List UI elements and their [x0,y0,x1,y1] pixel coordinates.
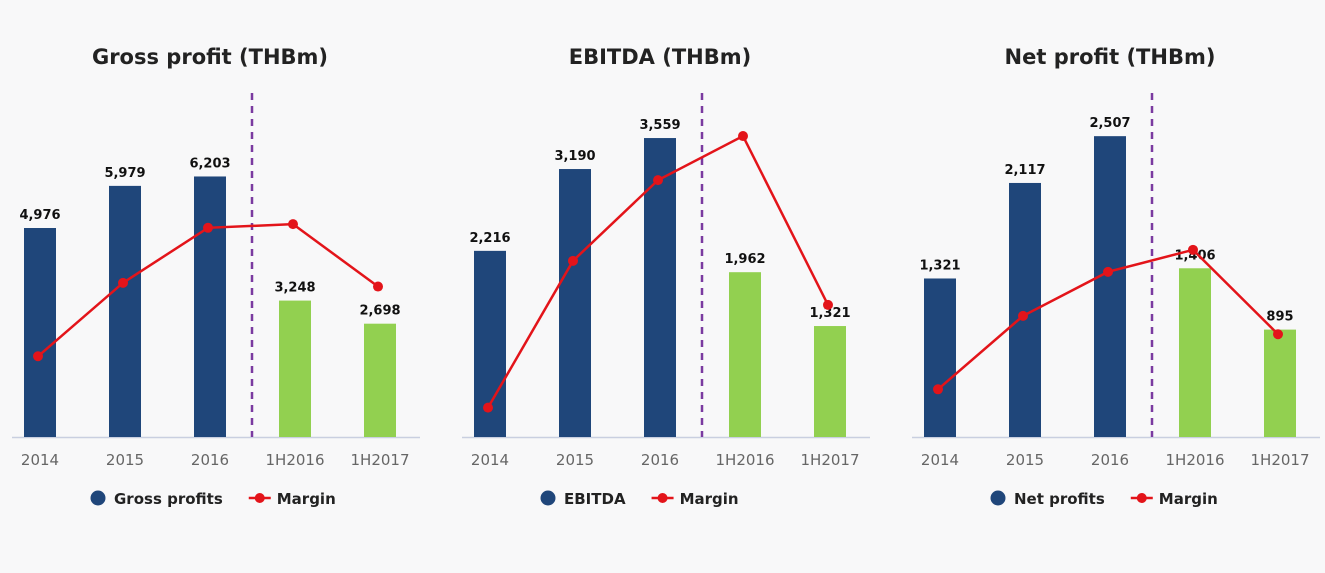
margin-point [118,277,128,288]
data-label: 5,979 [104,166,145,181]
data-label: 895 [1266,310,1293,325]
x-tick-label: 2014 [21,451,59,469]
margin-point [933,384,943,395]
margin-point [823,299,833,310]
data-label: 3,248 [274,281,315,296]
margin-point [288,219,298,230]
x-tick-label: 1H2016 [1166,451,1225,469]
data-label: 2,507 [1089,116,1130,131]
net-profit-chart-svg: Net profit (THBm)1,3212,1172,5071,406895… [912,45,1320,508]
x-tick-label: 2014 [921,451,959,469]
bar-2015 [109,185,141,437]
bar-2016 [1094,136,1126,437]
margin-point [1018,310,1028,321]
bar-1H2016 [1179,268,1211,437]
margin-point [483,402,493,413]
data-label: 1,321 [919,258,960,273]
legend-bar-marker [540,490,556,506]
ebitda-chart-svg: EBITDA (THBm) 2,216 3,190 3,559 1,962 1,321 20… [462,45,870,508]
x-tick-label: 2016 [1091,451,1129,469]
margin-point [738,131,748,142]
legend-bar-label: Gross profits [114,490,223,508]
data-label: 1,321 [809,306,850,321]
data-label: 3,559 [639,118,680,133]
chart-title: Gross profit (THBm) [92,45,328,69]
x-tick-label: 1H2016 [266,451,325,469]
data-label: 6,203 [189,156,230,171]
bar-1H2017 [1264,329,1296,437]
net-profit-chart: Net profit (THBm) 1,321 2,117 2,507 1,406 895… [900,0,1325,573]
x-tick-label: 2015 [1006,451,1044,469]
bar-1H2017 [364,323,396,437]
legend-line-label: Margin [277,490,336,508]
gross-profit-chart: Gross profit (THBm) 4,976 5,979 6,203 3,248 2… [0,0,442,573]
data-label: 2,698 [359,304,400,319]
ebitda-chart: EBITDA (THBm) 2,216 3,190 3,559 1,962 1,321 20… [450,0,892,573]
data-label: 3,190 [554,149,595,164]
x-tick-label: 2015 [556,451,594,469]
legend-line-dot [1136,493,1147,503]
bar-2014 [24,228,56,437]
margin-point [568,255,578,266]
x-tick-label: 1H2017 [801,451,860,469]
gross-profit-chart-svg: Gross profit (THBm) 4,976 5,979 6,203 3,248 2… [12,45,420,508]
x-tick-label: 1H2016 [716,451,775,469]
data-label: 2,117 [1004,163,1045,178]
bar-2015 [559,169,591,438]
margin-point [1273,329,1283,340]
bar-1H2017 [814,326,846,437]
margin-point [373,281,383,292]
legend-bar-marker [990,490,1006,506]
x-tick-label: 2015 [106,451,144,469]
data-label: 1,962 [724,252,765,267]
bar-2014 [924,278,956,437]
data-label: 4,976 [19,208,60,223]
margin-point [1188,244,1198,255]
margin-point [1103,266,1113,277]
margin-point [33,351,43,362]
bar-1H2016 [279,300,311,437]
x-tick-label: 1H2017 [351,451,410,469]
legend-line-label: Margin [680,490,739,508]
legend-bar-label: EBITDA [564,490,626,508]
bar-1H2016 [729,272,761,437]
bar-2016 [194,176,226,437]
x-tick-label: 2016 [191,451,229,469]
legend-bar-label: Net profits [1014,490,1105,508]
legend-line-label: Margin [1159,490,1218,508]
data-label: 2,216 [469,231,510,246]
legend-bar-marker [90,490,106,506]
margin-point [653,175,663,186]
x-tick-label: 2016 [641,451,679,469]
chart-title: Net profit (THBm) [1005,45,1216,69]
legend-line-dot [657,493,668,503]
x-tick-label: 2014 [471,451,509,469]
chart-title: EBITDA (THBm) [569,45,751,69]
legend-line-dot [254,493,265,503]
margin-point [203,222,213,233]
x-tick-label: 1H2017 [1251,451,1310,469]
